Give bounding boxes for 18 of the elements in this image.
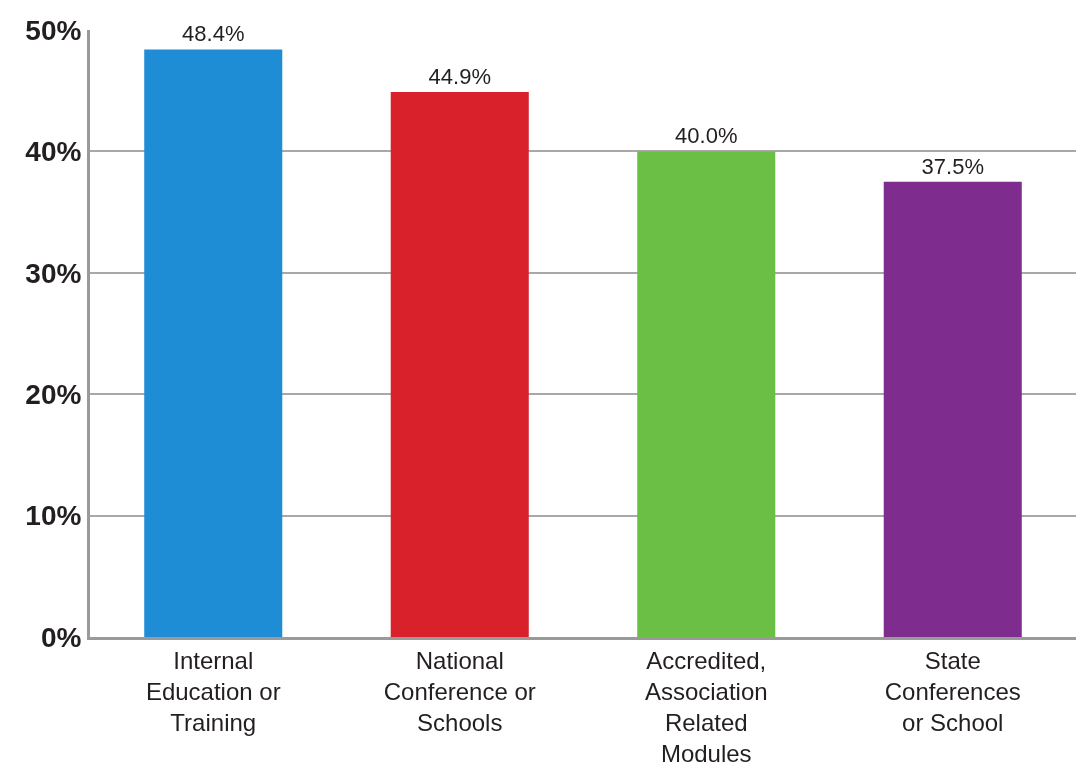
bar — [637, 151, 776, 637]
y-tick-label: 10% — [25, 500, 82, 532]
y-tick-label: 0% — [40, 621, 82, 653]
y-tick-label: 50% — [25, 14, 82, 46]
bar — [390, 91, 529, 637]
x-tick-label: Internal Education or Training — [145, 646, 281, 737]
data-label: 48.4% — [182, 21, 245, 47]
data-label: 37.5% — [921, 153, 984, 179]
bar — [144, 49, 283, 637]
y-tick-label: 20% — [25, 379, 82, 410]
y-tick-label: 40% — [25, 136, 82, 168]
data-label: 44.9% — [428, 63, 491, 89]
bar — [883, 181, 1022, 637]
x-tick-label: State Conferences or School — [884, 646, 1021, 737]
y-tick-label: 30% — [25, 257, 82, 289]
data-label: 40.0% — [675, 123, 738, 149]
x-tick-label: Accredited, Association Related Modules — [644, 646, 768, 768]
x-tick-label: National Conference or Schools — [383, 646, 536, 737]
